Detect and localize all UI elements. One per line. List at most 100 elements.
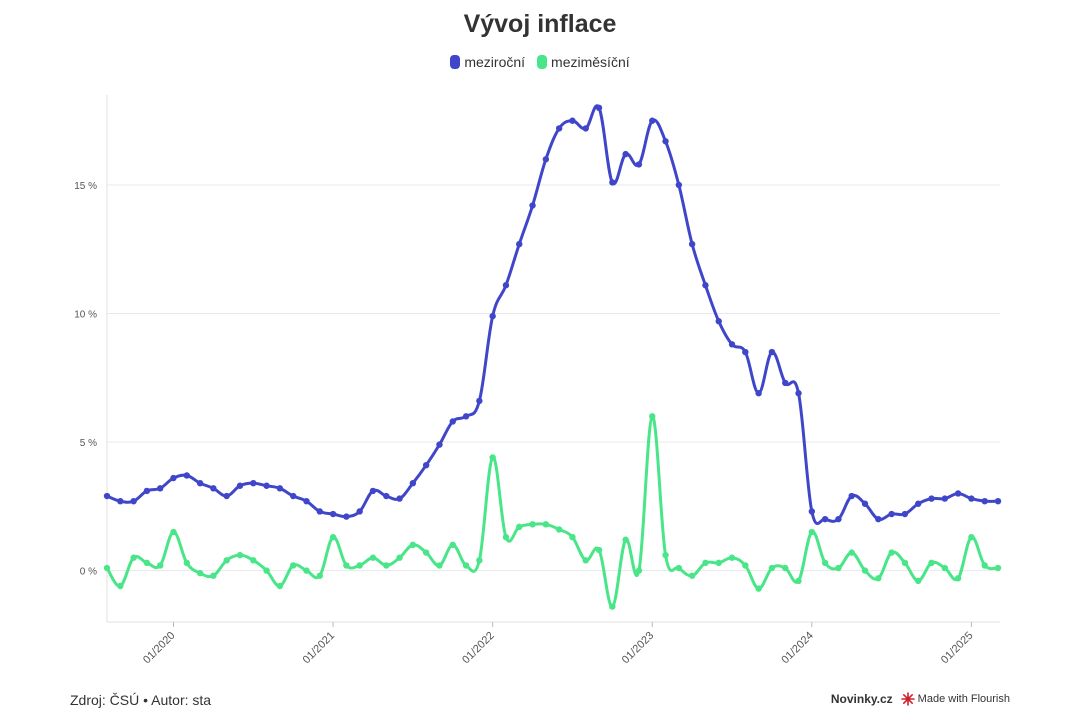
data-point-monthly (409, 541, 417, 549)
data-point-annual (396, 495, 403, 502)
data-point-annual (409, 479, 417, 487)
data-point-annual (795, 390, 802, 397)
data-point-monthly (369, 554, 377, 561)
data-point-annual (542, 156, 550, 163)
data-point-annual (915, 500, 922, 507)
data-point-annual (170, 474, 177, 482)
data-point-annual (782, 379, 789, 387)
data-point-annual (609, 179, 616, 186)
data-point-monthly (250, 557, 257, 564)
data-point-monthly (821, 559, 829, 567)
data-point-monthly (622, 536, 629, 543)
data-point-monthly (489, 454, 496, 461)
y-tick-label: 15 % (74, 181, 97, 192)
data-point-monthly (569, 533, 576, 541)
data-point-monthly (609, 603, 616, 610)
data-point-monthly (702, 559, 709, 567)
x-tick-label: 01/2023 (620, 630, 657, 667)
x-tick-label: 01/2022 (460, 630, 497, 667)
data-point-annual (183, 472, 190, 479)
data-point-monthly (529, 521, 536, 528)
data-point-monthly (875, 575, 882, 582)
branding: Novinky.cz Made with Flourish (831, 692, 1010, 706)
data-point-monthly (476, 557, 483, 564)
data-point-annual (582, 125, 589, 132)
data-point-monthly (635, 567, 643, 574)
data-point-monthly (994, 564, 1002, 572)
data-point-annual (994, 497, 1002, 505)
y-tick-label: 10 % (74, 310, 97, 321)
data-point-monthly (196, 569, 204, 577)
made-with-flourish-label: Made with Flourish (917, 693, 1010, 705)
data-point-monthly (276, 582, 284, 590)
data-point-monthly (649, 413, 656, 420)
data-point-monthly (183, 559, 190, 567)
data-point-annual (502, 282, 510, 289)
data-point-annual (715, 318, 722, 325)
data-point-annual (516, 240, 523, 248)
data-point-annual (742, 348, 749, 356)
data-point-annual (861, 500, 869, 507)
data-point-monthly (715, 559, 722, 567)
data-point-monthly (236, 551, 244, 559)
series-line-annual (105, 104, 1000, 525)
data-point-annual (356, 508, 363, 515)
legend-label-annual: meziroční (464, 54, 526, 70)
data-point-annual (529, 202, 536, 209)
data-point-monthly (755, 585, 762, 592)
data-point-annual (316, 508, 323, 515)
data-point-monthly (662, 551, 669, 559)
data-point-annual (449, 418, 456, 425)
x-tick-label: 01/2021 (301, 630, 338, 667)
data-point-monthly (210, 572, 217, 579)
legend-item-monthly[interactable]: meziměsíční (537, 54, 630, 70)
data-point-annual (383, 492, 390, 500)
data-point-annual (143, 487, 151, 495)
data-point-annual (343, 513, 350, 520)
data-point-monthly (954, 575, 962, 582)
data-point-annual (688, 240, 696, 248)
data-point-monthly (289, 562, 297, 569)
chart-title: Vývoj inflace (463, 10, 617, 38)
data-point-annual (369, 487, 377, 495)
data-point-monthly (728, 554, 736, 561)
data-point-annual (276, 485, 284, 492)
data-point-monthly (742, 562, 749, 569)
data-point-annual (662, 138, 669, 145)
x-tick-label: 01/2025 (939, 630, 976, 667)
data-point-annual (156, 485, 164, 492)
data-point-annual (595, 104, 603, 112)
data-point-monthly (383, 562, 390, 569)
legend: meziroční meziměsíční (0, 54, 1080, 70)
data-point-annual (848, 492, 855, 500)
data-point-monthly (595, 546, 603, 554)
data-point-annual (928, 495, 935, 502)
data-point-monthly (502, 533, 510, 541)
data-point-annual (329, 510, 337, 518)
data-point-annual (436, 441, 443, 448)
data-point-annual (901, 510, 909, 518)
series-line-monthly (105, 414, 1000, 609)
brand-logo[interactable]: Novinky.cz (830, 692, 893, 706)
data-point-monthly (968, 533, 975, 541)
data-point-monthly (555, 526, 563, 533)
data-point-annual (728, 341, 736, 348)
data-point-annual (223, 492, 230, 500)
data-point-monthly (915, 577, 922, 585)
legend-swatch-annual (450, 55, 461, 69)
flourish-credit[interactable]: Made with Flourish (900, 692, 1010, 706)
data-point-monthly (675, 564, 683, 572)
data-point-annual (263, 482, 270, 489)
data-point-monthly (356, 562, 363, 569)
data-point-monthly (808, 528, 816, 536)
legend-item-annual[interactable]: meziroční (450, 54, 525, 70)
data-point-monthly (516, 523, 523, 531)
data-point-annual (968, 495, 975, 502)
data-point-annual (622, 150, 629, 158)
data-point-monthly (981, 562, 988, 569)
data-point-annual (954, 490, 962, 497)
data-point-monthly (848, 549, 855, 556)
data-point-monthly (835, 564, 842, 572)
data-point-monthly (928, 559, 935, 567)
data-point-monthly (861, 567, 869, 574)
